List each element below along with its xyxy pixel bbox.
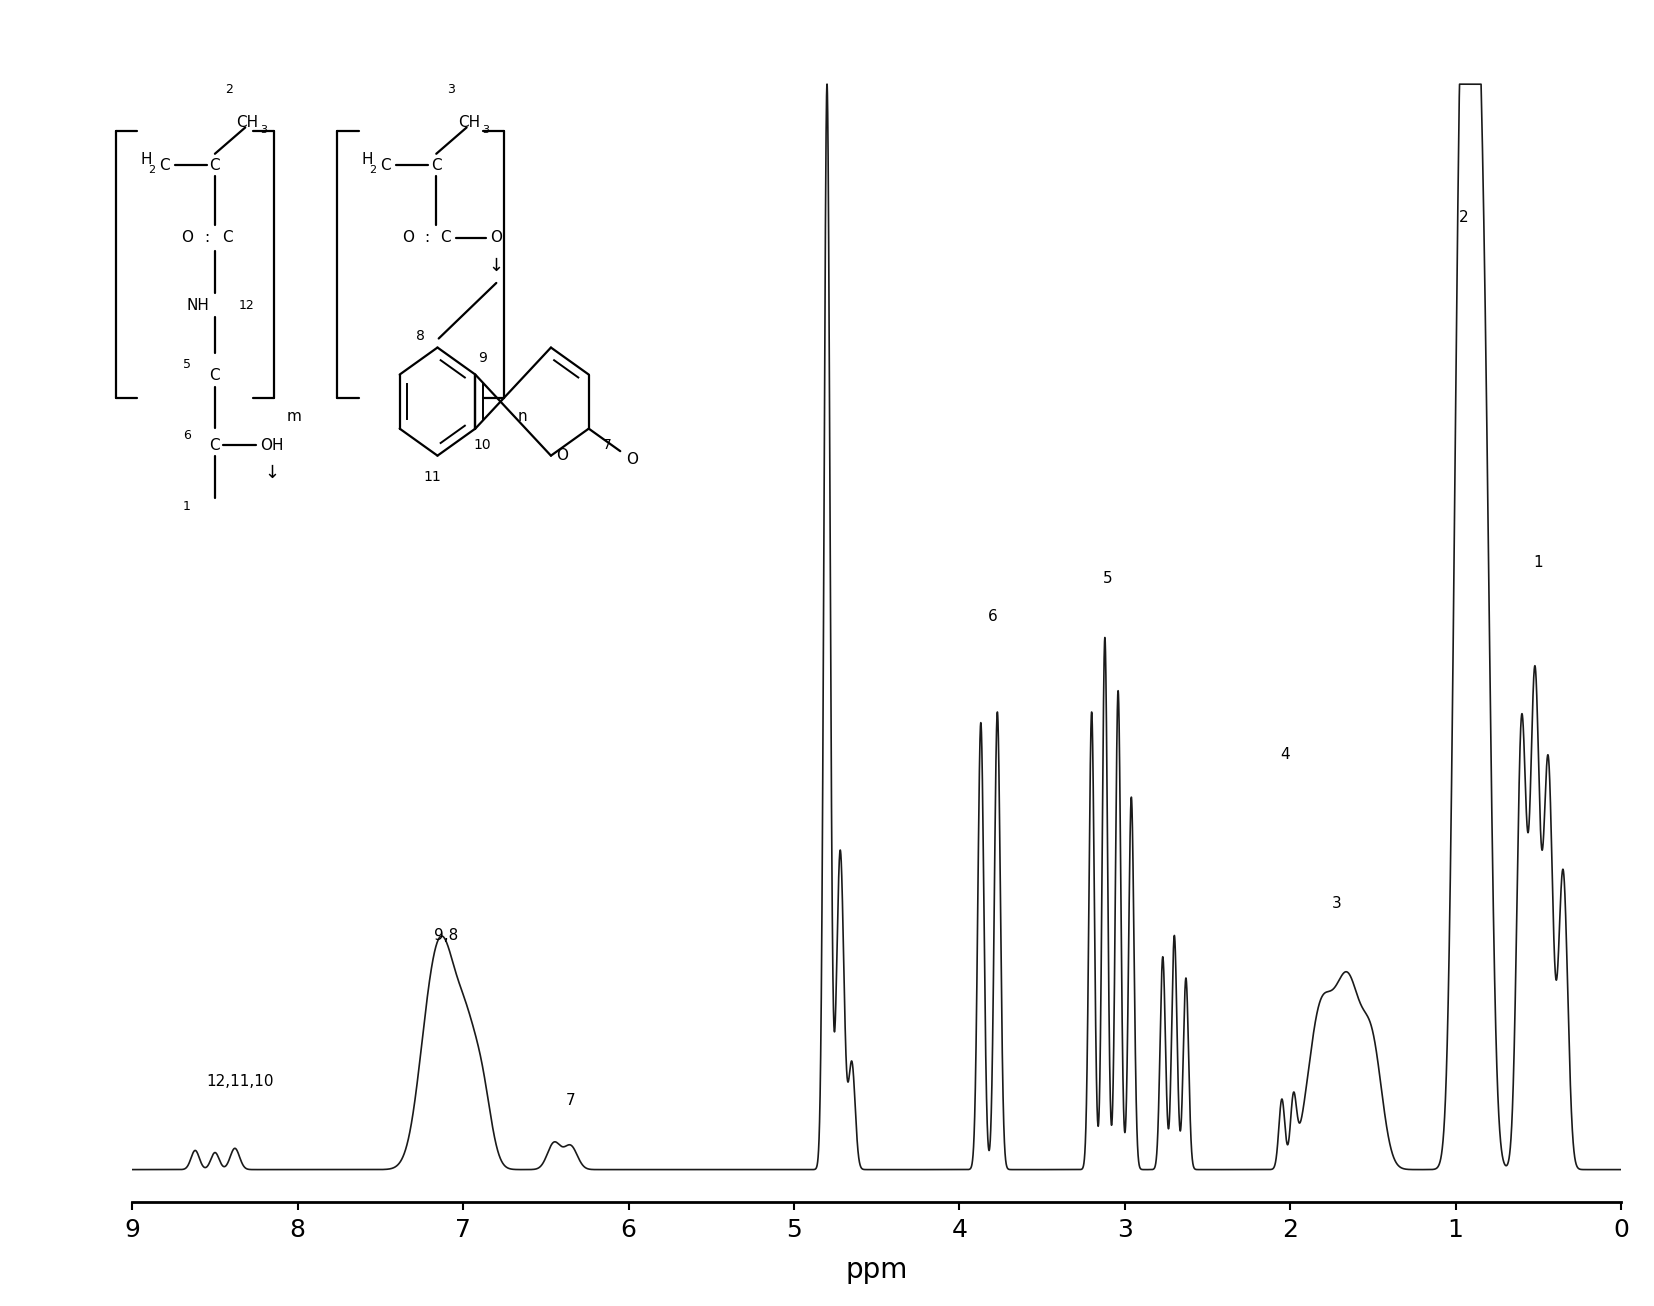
- Text: ↓: ↓: [488, 257, 504, 276]
- Text: C: C: [222, 230, 232, 246]
- Text: O: O: [625, 452, 638, 468]
- Text: 3: 3: [1331, 896, 1341, 912]
- Text: 2: 2: [147, 166, 155, 175]
- Text: 4: 4: [1280, 747, 1290, 761]
- Text: 7: 7: [566, 1093, 576, 1107]
- Text: 5: 5: [184, 358, 190, 371]
- Text: 11: 11: [423, 470, 442, 483]
- Text: ↓: ↓: [265, 464, 280, 482]
- Text: O: O: [556, 448, 567, 464]
- Text: O: O: [402, 230, 415, 246]
- Text: H: H: [362, 153, 374, 167]
- Text: 1: 1: [1533, 555, 1543, 571]
- Text: C: C: [440, 230, 450, 246]
- Text: :: :: [205, 230, 210, 246]
- Text: C: C: [380, 158, 392, 172]
- Text: 12: 12: [240, 299, 255, 312]
- Text: m: m: [288, 409, 303, 424]
- Text: H: H: [141, 153, 152, 167]
- Text: C: C: [210, 438, 220, 453]
- Text: 2: 2: [369, 166, 375, 175]
- Text: 6: 6: [987, 609, 997, 624]
- Text: 2: 2: [1459, 210, 1469, 225]
- Text: 3: 3: [260, 125, 266, 135]
- Text: C: C: [432, 158, 442, 172]
- Text: 8: 8: [417, 329, 425, 343]
- Text: 1: 1: [184, 500, 190, 513]
- Text: CH: CH: [458, 115, 481, 129]
- Text: 3: 3: [481, 125, 490, 135]
- Text: C: C: [159, 158, 170, 172]
- Text: 9: 9: [478, 351, 486, 366]
- Text: :: :: [425, 230, 430, 246]
- X-axis label: ppm: ppm: [845, 1256, 908, 1284]
- Text: C: C: [210, 158, 220, 172]
- Text: NH: NH: [187, 298, 210, 313]
- Text: 2: 2: [225, 84, 233, 97]
- Text: 12,11,10: 12,11,10: [207, 1074, 273, 1089]
- Text: O: O: [490, 230, 503, 246]
- Text: 3: 3: [448, 84, 455, 97]
- Text: 10: 10: [473, 438, 491, 452]
- Text: 7: 7: [602, 438, 612, 452]
- Text: CH: CH: [237, 115, 258, 129]
- Text: O: O: [180, 230, 194, 246]
- Text: 6: 6: [184, 428, 190, 441]
- Text: C: C: [210, 368, 220, 383]
- Text: n: n: [518, 409, 528, 424]
- Text: OH: OH: [260, 438, 284, 453]
- Text: 9,8: 9,8: [435, 929, 458, 943]
- Text: 5: 5: [1103, 572, 1113, 586]
